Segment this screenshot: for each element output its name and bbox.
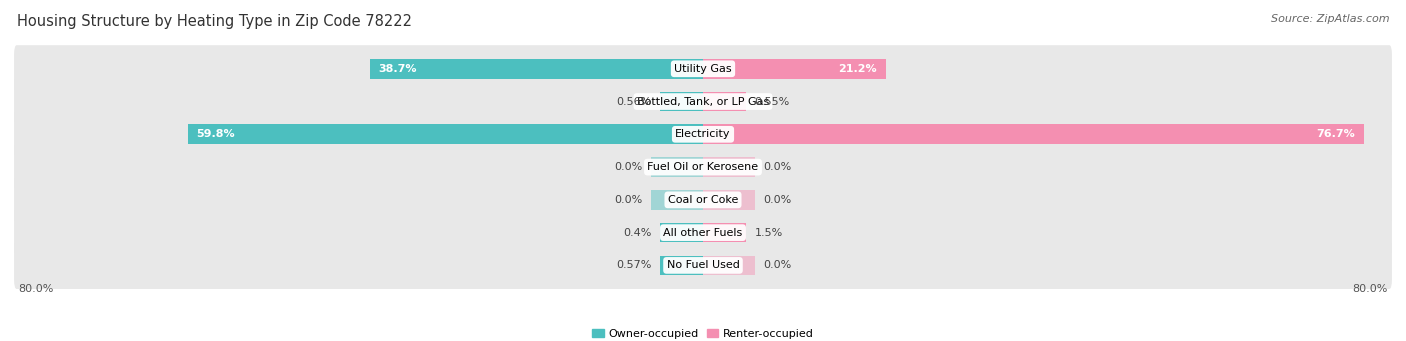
Bar [703,190,755,210]
Bar [703,124,1364,144]
Text: All other Fuels: All other Fuels [664,228,742,238]
Text: Fuel Oil or Kerosene: Fuel Oil or Kerosene [647,162,759,172]
Bar [703,92,747,112]
Text: 76.7%: 76.7% [1316,129,1355,139]
FancyBboxPatch shape [14,176,1392,223]
FancyBboxPatch shape [14,144,1392,191]
FancyBboxPatch shape [14,111,1392,158]
Text: Housing Structure by Heating Type in Zip Code 78222: Housing Structure by Heating Type in Zip… [17,14,412,29]
Text: 59.8%: 59.8% [197,129,235,139]
Text: Coal or Coke: Coal or Coke [668,195,738,205]
FancyBboxPatch shape [14,242,1392,289]
Bar [651,157,703,177]
Text: 0.0%: 0.0% [763,195,792,205]
Text: 80.0%: 80.0% [18,284,53,294]
Text: 21.2%: 21.2% [838,64,877,74]
Bar [703,223,747,242]
Text: 0.57%: 0.57% [616,261,651,270]
Text: 0.0%: 0.0% [614,195,643,205]
Text: No Fuel Used: No Fuel Used [666,261,740,270]
Bar [703,157,755,177]
Text: Utility Gas: Utility Gas [675,64,731,74]
Text: 0.0%: 0.0% [763,162,792,172]
Text: 0.0%: 0.0% [614,162,643,172]
Bar [659,92,703,112]
Text: 1.5%: 1.5% [755,228,783,238]
Text: Bottled, Tank, or LP Gas: Bottled, Tank, or LP Gas [637,97,769,106]
Text: Electricity: Electricity [675,129,731,139]
Bar [659,255,703,275]
Text: 0.0%: 0.0% [763,261,792,270]
FancyBboxPatch shape [14,78,1392,125]
Bar [659,223,703,242]
Text: 0.55%: 0.55% [755,97,790,106]
Text: 0.56%: 0.56% [616,97,651,106]
Text: 38.7%: 38.7% [378,64,416,74]
Bar [703,255,755,275]
Text: 80.0%: 80.0% [1353,284,1388,294]
FancyBboxPatch shape [14,209,1392,256]
FancyBboxPatch shape [14,45,1392,92]
Bar [188,124,703,144]
Bar [370,59,703,79]
Legend: Owner-occupied, Renter-occupied: Owner-occupied, Renter-occupied [588,324,818,341]
Text: Source: ZipAtlas.com: Source: ZipAtlas.com [1271,14,1389,24]
Bar [651,190,703,210]
Text: 0.4%: 0.4% [623,228,651,238]
Bar [703,59,886,79]
